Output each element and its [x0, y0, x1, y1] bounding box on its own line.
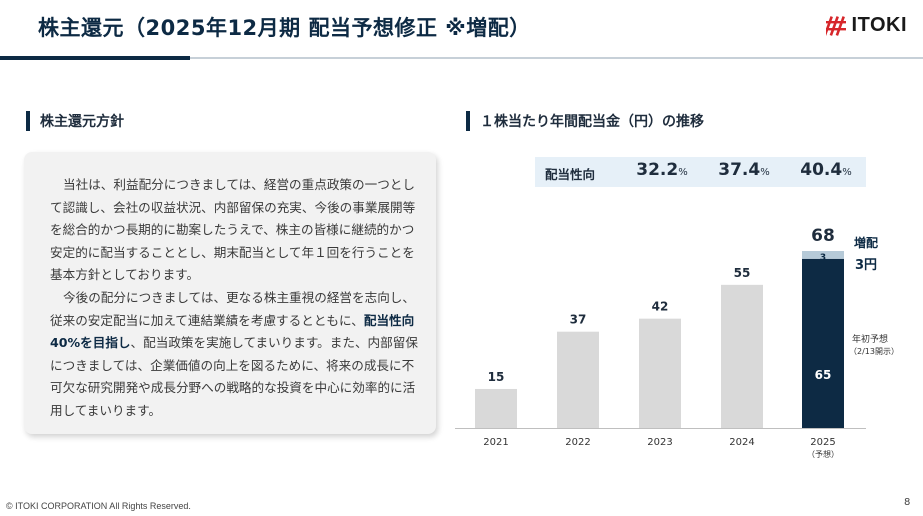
- heading-bar: [26, 111, 30, 131]
- x-tick-label: 2021: [483, 437, 508, 448]
- payout-ratio-band: 配当性向 32.2% 37.4% 40.4%: [535, 157, 866, 187]
- payout-ratio-unit: %: [760, 167, 770, 178]
- forecast-base-sublabel: （2/13開示）: [849, 347, 899, 356]
- policy-box: 当社は、利益配分につきましては、経営の重点政策の一つとして認識し、会社の収益状況…: [24, 152, 436, 434]
- bar-2022: [557, 331, 599, 428]
- bar-2025-increase-value: 3: [820, 253, 826, 263]
- chart-heading-text: １株当たり年間配当金（円）の推移: [480, 114, 704, 130]
- bar-2024: [721, 284, 763, 428]
- page-number: 8: [904, 497, 911, 508]
- bar-2025-base-value: 65: [815, 368, 832, 382]
- payout-ratio-value: 32.2: [636, 160, 679, 180]
- chart-heading: １株当たり年間配当金（円）の推移: [466, 111, 704, 131]
- bar-2025-increase: [802, 251, 844, 259]
- company-logo: ITOKI: [825, 14, 907, 37]
- payout-ratio-2023: 32.2%: [632, 160, 692, 180]
- bar-2023: [639, 318, 681, 428]
- header-divider-accent: [0, 56, 190, 60]
- bar-value-label: 37: [570, 313, 587, 327]
- x-tick-label: 2022: [565, 437, 590, 448]
- bar-2021: [475, 388, 517, 428]
- copyright: © ITOKI CORPORATION All Rights Reserved.: [6, 501, 191, 511]
- forecast-base-label: 年初予想: [852, 333, 888, 345]
- policy-paragraph-1: 当社は、利益配分につきましては、経営の重点政策の一つとして認識し、会社の収益状況…: [50, 177, 416, 283]
- policy-highlight: 配当性向40%を目指し: [50, 312, 415, 351]
- bar-value-label: 55: [734, 266, 751, 280]
- header-divider: [0, 57, 923, 59]
- policy-heading: 株主還元方針: [26, 111, 124, 131]
- payout-ratio-label: 配当性向: [545, 167, 596, 182]
- policy-heading-text: 株主還元方針: [40, 114, 124, 130]
- payout-ratio-value: 40.4: [800, 160, 843, 180]
- policy-text: 今後の配分につきましては、更なる株主重視の経営を志向し、従来の安定配当に加えて連…: [50, 289, 415, 328]
- payout-ratio-unit: %: [678, 167, 688, 178]
- page-title: 株主還元（2025年12月期 配当予想修正 ※増配）: [38, 16, 531, 40]
- increase-label: 増配: [854, 235, 878, 250]
- x-tick-sublabel: （予想）: [807, 449, 839, 459]
- x-tick-label: 2024: [729, 437, 754, 448]
- increase-amount-label: 3円: [855, 258, 877, 273]
- policy-paragraph-2: 今後の配分につきましては、更なる株主重視の経営を志向し、従来の安定配当に加えて連…: [50, 287, 418, 423]
- heading-bar: [466, 111, 470, 131]
- bar-value-label: 42: [652, 300, 669, 314]
- payout-ratio-value: 37.4: [718, 160, 761, 180]
- itoki-logo-icon: [825, 15, 846, 36]
- payout-ratio-2024: 37.4%: [714, 160, 774, 180]
- logo-text: ITOKI: [851, 14, 907, 36]
- payout-ratio-2025: 40.4%: [796, 160, 856, 180]
- bar-value-label: 15: [488, 370, 505, 384]
- policy-text: 、配当政策を実施してまいります。また、内部留保につきましては、企業価値の向上を図…: [50, 335, 418, 418]
- bar-2025-total-label: 68: [811, 226, 835, 246]
- x-tick-label: 2023: [647, 437, 672, 448]
- bar-2025-base: [802, 258, 844, 428]
- payout-ratio-unit: %: [842, 167, 852, 178]
- x-tick-label: 2025: [810, 437, 835, 448]
